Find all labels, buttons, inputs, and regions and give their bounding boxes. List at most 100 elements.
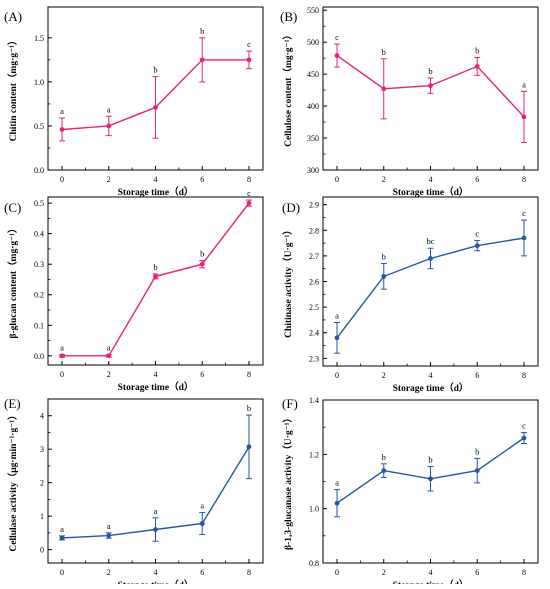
data-point — [106, 353, 112, 359]
y-tick-label: 0.0 — [34, 166, 44, 175]
data-point — [153, 527, 158, 532]
y-axis-title: Cellulase activity（μg·min⁻¹·g⁻¹） — [7, 410, 19, 551]
y-tick-label: 0.0 — [34, 352, 44, 361]
plot-frame — [322, 196, 539, 367]
data-point — [246, 200, 252, 206]
chart-panel-6: (F) 0.8 1.0 1.2 1.4 0 2 4 6 8 Storage time（d） β-1,3… — [282, 396, 539, 589]
chart-panel-1: (A) 0.0 0.5 1.0 1.5 0 2 4 6 8 Storage time（d） Chiti… — [4, 6, 264, 198]
significance-letter: b — [428, 455, 432, 465]
significance-letter: a — [154, 506, 158, 516]
x-tick-label: 2 — [107, 568, 111, 577]
x-axis-title: Storage time（d） — [118, 186, 194, 198]
significance-letter: b — [153, 65, 157, 75]
significance-letter: a — [522, 79, 526, 89]
x-tick-label: 8 — [522, 371, 526, 380]
significance-letter: c — [522, 208, 526, 218]
x-tick-label: 6 — [200, 370, 204, 379]
series-line — [62, 202, 250, 357]
y-tick-label: 2.3 — [309, 354, 319, 363]
data-point — [474, 243, 480, 249]
panel-label: (C) — [4, 200, 21, 215]
data-point — [428, 476, 433, 482]
y-tick-label: 2.6 — [309, 278, 319, 287]
significance-letter: c — [522, 421, 526, 431]
panel-label: (B) — [280, 9, 297, 24]
x-tick-label: 0 — [335, 371, 339, 380]
x-tick-label: 6 — [475, 568, 479, 577]
y-tick-label: 0.1 — [34, 321, 44, 330]
data-point — [199, 261, 205, 267]
significance-letter: a — [107, 521, 111, 531]
data-point — [153, 105, 158, 110]
x-axis-title: Storage time（d） — [393, 382, 469, 394]
y-tick-label: 3 — [40, 445, 44, 454]
data-point — [474, 64, 480, 69]
significance-letter: c — [247, 39, 251, 49]
chart-panel-5: (E) 0 1 2 3 4 0 2 4 6 8 Storage time（d） Cellulase ac… — [4, 396, 264, 589]
x-tick-label: 4 — [154, 175, 158, 184]
significance-letter: b — [382, 47, 386, 57]
data-point — [334, 500, 340, 506]
data-point — [521, 235, 527, 241]
x-tick-label: 0 — [60, 370, 64, 379]
y-axis-title: Chitin content（mg·g⁻¹） — [7, 36, 19, 142]
significance-letter: b — [200, 26, 204, 36]
chart-panel-4: (D) 2.3 2.4 2.5 2.6 2.7 2.8 2.9 0 2 4 6 8 Storage tim… — [282, 196, 539, 394]
y-tick-label: 2 — [40, 479, 44, 488]
y-axis-title: Chitinase activity（U·g⁻¹） — [282, 225, 294, 338]
y-tick-label: 400 — [307, 102, 319, 111]
data-point — [521, 435, 527, 441]
x-tick-label: 0 — [335, 568, 339, 577]
y-tick-label: 0 — [40, 546, 44, 555]
x-tick-label: 6 — [200, 568, 204, 577]
data-point — [246, 57, 252, 63]
data-point — [428, 83, 433, 89]
y-tick-label: 1.4 — [309, 396, 319, 405]
x-tick-label: 8 — [247, 568, 251, 577]
x-tick-label: 0 — [60, 175, 64, 184]
x-tick-label: 4 — [154, 370, 158, 379]
significance-letter: bc — [426, 236, 434, 246]
data-point — [199, 521, 205, 526]
significance-letter: a — [60, 524, 64, 534]
significance-letter: a — [107, 104, 111, 114]
data-point — [334, 53, 340, 58]
data-point — [106, 123, 112, 129]
significance-letter: a — [60, 106, 64, 116]
data-point — [381, 86, 387, 92]
y-tick-label: 1.2 — [309, 450, 319, 459]
significance-letter: c — [247, 188, 251, 198]
significance-letter: c — [335, 32, 339, 42]
x-tick-label: 0 — [335, 175, 339, 184]
data-point — [521, 114, 527, 120]
data-point — [334, 335, 340, 341]
panel-label: (E) — [4, 396, 21, 411]
y-axis-title: Cellulose content（mg·g⁻¹） — [282, 30, 294, 147]
significance-letter: b — [382, 452, 386, 462]
x-tick-label: 8 — [247, 175, 251, 184]
y-tick-label: 550 — [307, 6, 319, 15]
y-tick-label: 0.4 — [34, 230, 44, 239]
y-axis-title: β-glucan content（mg·g⁻¹） — [7, 224, 19, 339]
x-tick-label: 6 — [200, 175, 204, 184]
y-tick-label: 2.7 — [309, 252, 319, 261]
x-tick-label: 4 — [429, 371, 433, 380]
significance-letter: a — [107, 343, 111, 353]
y-tick-label: 0.8 — [309, 559, 319, 568]
y-tick-label: 1.5 — [34, 34, 44, 43]
significance-letter: b — [382, 252, 386, 262]
x-tick-label: 4 — [429, 568, 433, 577]
y-tick-label: 300 — [307, 166, 319, 175]
plot-frame — [47, 196, 264, 366]
x-tick-label: 2 — [382, 371, 386, 380]
significance-letter: a — [200, 500, 204, 510]
y-tick-label: 2.9 — [309, 201, 319, 210]
data-point — [59, 535, 65, 541]
x-tick-label: 4 — [154, 568, 158, 577]
chart-panel-3: (C) 0.0 0.1 0.2 0.3 0.4 0.5 0 2 4 6 8 Storage time（d… — [4, 188, 264, 393]
y-tick-label: 1.0 — [309, 505, 319, 514]
x-axis-title: Storage time（d） — [118, 381, 194, 393]
significance-letter: b — [153, 262, 157, 272]
significance-letter: a — [60, 343, 64, 353]
y-tick-label: 0.2 — [34, 291, 44, 300]
